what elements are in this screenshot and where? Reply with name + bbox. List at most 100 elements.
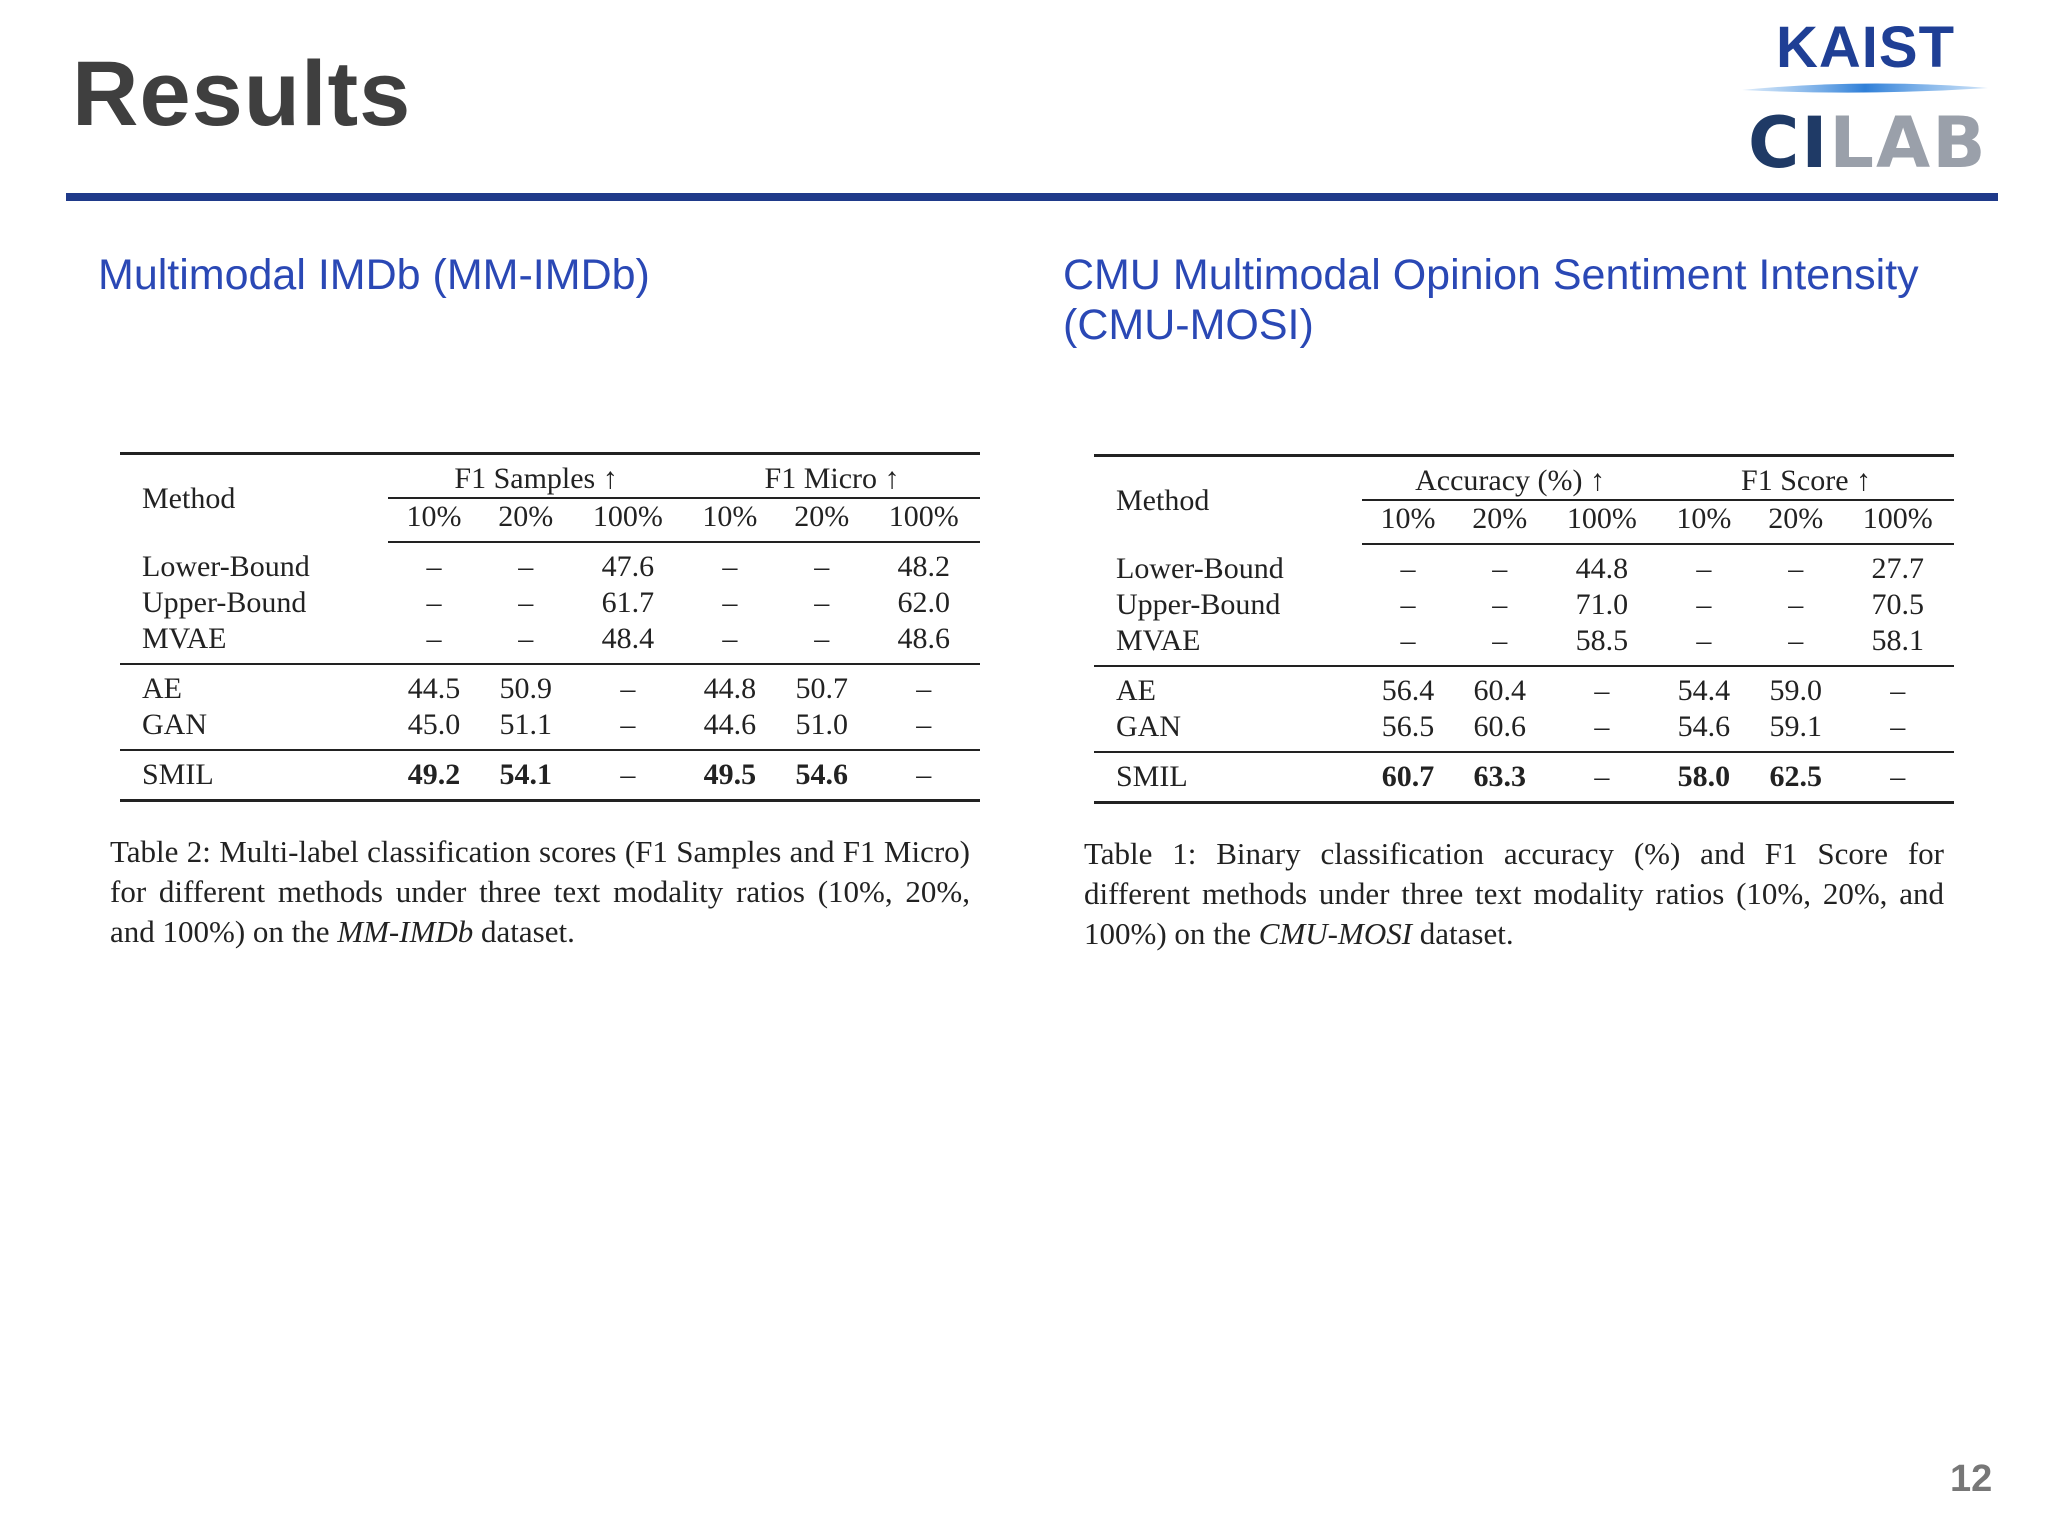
- ratio-header: 10%: [1362, 500, 1454, 545]
- cmu-mosi-table-caption: Table 1: Binary classification accuracy …: [1084, 834, 1944, 954]
- method-cell: SMIL: [142, 758, 214, 791]
- value-cell: –: [722, 586, 738, 619]
- ratio-header: 100%: [1545, 500, 1659, 545]
- ratio-header: 20%: [1453, 500, 1546, 545]
- value-cell: –: [1749, 623, 1842, 667]
- logo-lab: LAB: [1829, 102, 1988, 184]
- value-cell: 59.0: [1769, 674, 1822, 707]
- value-cell: 44.8: [1575, 552, 1629, 585]
- value-cell: 60.7: [1381, 760, 1435, 793]
- value-cell: –: [1492, 552, 1508, 585]
- value-cell: 51.1: [479, 707, 572, 751]
- value-cell: –: [1696, 588, 1712, 621]
- ratio-header: 10%: [388, 498, 480, 543]
- page-number: 12: [1950, 1458, 1993, 1500]
- method-cell: AE: [1116, 674, 1156, 707]
- method-cell: Lower-Bound: [142, 549, 310, 583]
- value-cell: –: [775, 621, 868, 665]
- method-header: Method: [142, 481, 236, 515]
- value-cell: 54.6: [795, 758, 848, 791]
- method-header: Method: [1116, 483, 1210, 517]
- caption-text-end: dataset.: [473, 914, 575, 949]
- value-cell: 47.6: [601, 550, 655, 583]
- table-row: Lower-Bound – – 44.8 – – 27.7: [1094, 544, 1954, 587]
- ratio-header: 20%: [1749, 500, 1842, 545]
- value-cell: 58.5: [1545, 623, 1659, 667]
- value-cell: 70.5: [1871, 588, 1925, 621]
- value-cell: –: [1696, 552, 1712, 585]
- table-row: Upper-Bound – – 71.0 – – 70.5: [1094, 587, 1954, 623]
- value-cell: –: [1492, 588, 1508, 621]
- value-cell: 62.5: [1769, 760, 1822, 793]
- value-cell: 56.4: [1381, 674, 1435, 707]
- caption-text-end: dataset.: [1412, 916, 1514, 951]
- value-cell: 54.6: [1658, 709, 1750, 753]
- value-cell: –: [1890, 674, 1906, 707]
- value-cell: 60.6: [1453, 709, 1546, 753]
- cmu-mosi-results-table: Method Accuracy (%) ↑ F1 Score ↑ 10% 20%…: [1094, 454, 1954, 804]
- value-cell: –: [620, 758, 636, 791]
- ratio-header: 20%: [775, 498, 868, 543]
- value-cell: 56.5: [1362, 709, 1454, 753]
- caption-text: Table 1: Binary classification accuracy …: [1084, 836, 1944, 951]
- value-cell: –: [1400, 588, 1416, 621]
- value-cell: –: [1594, 674, 1610, 707]
- value-cell: –: [1841, 709, 1954, 753]
- value-cell: –: [916, 758, 932, 791]
- logo-swoosh-icon: [1742, 83, 1988, 93]
- group-header-f1-micro: F1 Micro ↑: [684, 453, 980, 499]
- value-cell: –: [722, 550, 738, 583]
- logo-kaist-text: KAIST: [1776, 15, 1955, 80]
- value-cell: 59.1: [1749, 709, 1842, 753]
- method-cell: MVAE: [1094, 623, 1363, 667]
- value-cell: 58.1: [1841, 623, 1954, 667]
- value-cell: 48.4: [571, 621, 685, 665]
- value-cell: –: [1453, 623, 1546, 667]
- value-cell: –: [1362, 623, 1454, 667]
- value-cell: –: [814, 550, 830, 583]
- method-cell: Upper-Bound: [1116, 588, 1281, 621]
- group-header-f1-samples: F1 Samples ↑: [388, 453, 685, 499]
- value-cell: 60.4: [1473, 674, 1527, 707]
- value-cell: –: [1658, 623, 1750, 667]
- method-cell: SMIL: [1116, 760, 1188, 793]
- value-cell: 50.7: [795, 672, 848, 705]
- value-cell: –: [1545, 709, 1659, 753]
- mm-imdb-table-block: Method F1 Samples ↑ F1 Micro ↑ 10% 20% 1…: [110, 452, 990, 983]
- ratio-header: 100%: [867, 498, 980, 543]
- value-cell: 44.5: [407, 672, 461, 705]
- value-cell: –: [684, 621, 776, 665]
- ratio-header: 100%: [571, 498, 685, 543]
- value-cell: 62.0: [897, 586, 951, 619]
- group-header-accuracy: Accuracy (%) ↑: [1362, 455, 1659, 501]
- value-cell: –: [1594, 760, 1610, 793]
- value-cell: –: [426, 586, 442, 619]
- group-header-f1-score: F1 Score ↑: [1658, 455, 1954, 501]
- value-cell: –: [479, 621, 572, 665]
- value-cell: 63.3: [1473, 760, 1527, 793]
- method-cell: GAN: [120, 707, 389, 751]
- method-cell: AE: [142, 672, 182, 705]
- mm-imdb-results-table: Method F1 Samples ↑ F1 Micro ↑ 10% 20% 1…: [120, 452, 980, 802]
- value-cell: 71.0: [1575, 588, 1629, 621]
- table-row: AE 44.5 50.9 – 44.8 50.7 –: [120, 664, 980, 707]
- value-cell: –: [518, 586, 534, 619]
- logo-cilab-text: CILAB: [1748, 108, 1988, 178]
- ratio-header: 100%: [1841, 500, 1954, 545]
- value-cell: –: [1400, 552, 1416, 585]
- caption-dataset: CMU-MOSI: [1258, 916, 1413, 951]
- method-cell: Upper-Bound: [142, 586, 307, 619]
- value-cell: –: [518, 550, 534, 583]
- value-cell: –: [916, 672, 932, 705]
- table-row: AE 56.4 60.4 – 54.4 59.0 –: [1094, 666, 1954, 709]
- table-row: GAN 45.0 51.1 – 44.6 51.0 –: [120, 707, 980, 751]
- value-cell: –: [426, 550, 442, 583]
- title-divider: [66, 193, 1998, 201]
- table-row: MVAE – – 58.5 – – 58.1: [1094, 623, 1954, 667]
- method-cell: GAN: [1094, 709, 1363, 753]
- value-cell: –: [867, 707, 980, 751]
- right-section-heading: CMU Multimodal Opinion Sentiment Intensi…: [1063, 251, 1919, 349]
- value-cell: 27.7: [1871, 552, 1925, 585]
- caption-text: Table 2: Multi-label classification scor…: [110, 834, 970, 949]
- table-row: SMIL 60.7 63.3 – 58.0 62.5 –: [1094, 752, 1954, 803]
